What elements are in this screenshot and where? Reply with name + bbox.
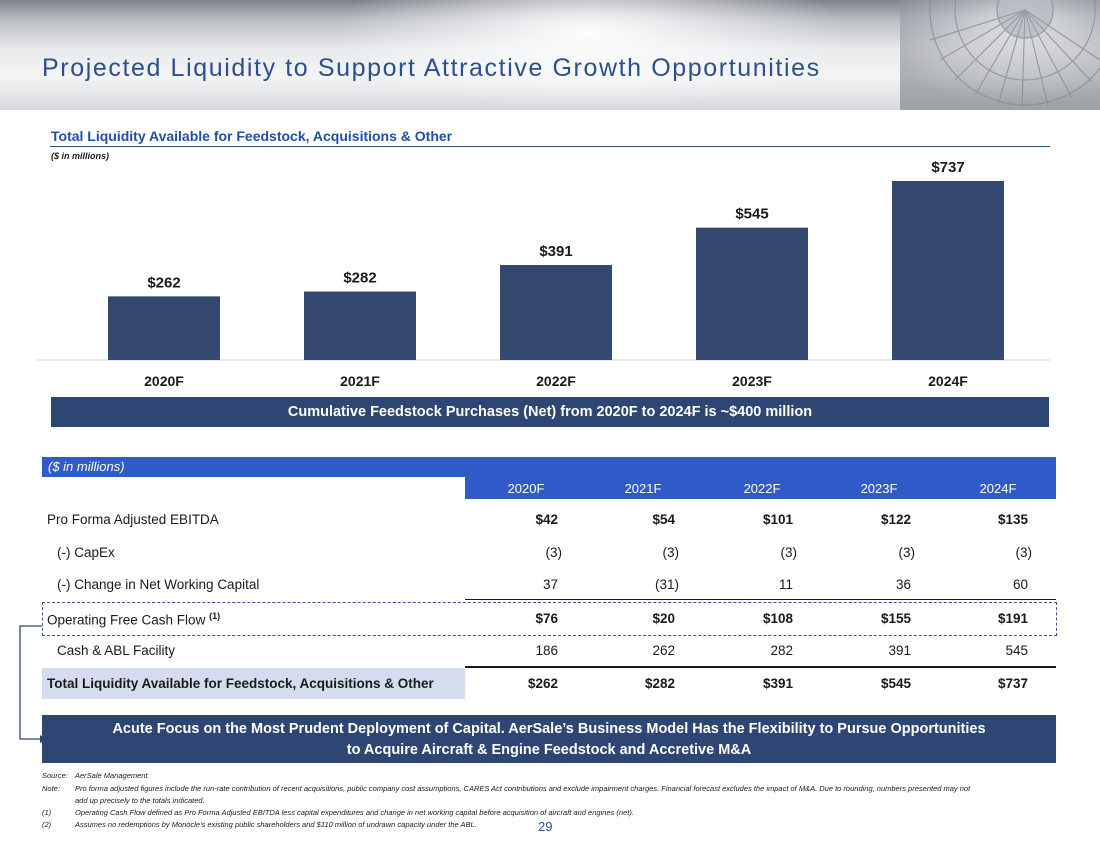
table-cell: 282 (770, 643, 793, 658)
data-label-2023F: $545 (735, 206, 768, 223)
banner-line-2: to Acquire Aircraft & Engine Feedstock a… (346, 742, 752, 758)
footnote-source-tag: Source: (42, 771, 68, 780)
table-cell: $262 (527, 676, 558, 691)
footnote-2-tag: (2) (42, 820, 52, 829)
header-highlight (330, 0, 850, 110)
table-cell: 37 (542, 577, 558, 592)
row-label-capex: (-) CapEx (57, 545, 115, 560)
page-number: 29 (538, 819, 553, 834)
bar-2024F (892, 181, 1004, 360)
table-year-header (465, 477, 1056, 499)
table-cell: $122 (880, 512, 911, 527)
bar-2020F (108, 296, 220, 360)
table-cell: $191 (997, 611, 1028, 626)
year-header-2020: 2020F (507, 481, 545, 496)
table-cell: $391 (762, 676, 793, 691)
footnote-1-text: Operating Cash Flow defined as Pro Forma… (75, 808, 634, 817)
table-cell: (3) (780, 545, 798, 560)
table-header-bar (42, 457, 1056, 477)
footnote-1-tag: (1) (42, 808, 52, 817)
table-cell: $20 (652, 611, 675, 626)
data-label-2020F: $262 (147, 274, 180, 291)
row-label-cash-abl: Cash & ABL Facility (57, 643, 176, 658)
bar-2023F (696, 227, 808, 360)
x-tick-label-2022F: 2022F (536, 373, 576, 389)
table-cell: $737 (997, 676, 1028, 691)
table-cell: $101 (762, 512, 793, 527)
bar-2021F (304, 291, 416, 360)
table-cell: 11 (778, 577, 793, 592)
row-label-ofcf: Operating Free Cash Flow (1) (47, 611, 220, 628)
page-title: Projected Liquidity to Support Attractiv… (42, 54, 821, 82)
row-label-nwc: (-) Change in Net Working Capital (57, 577, 260, 592)
banner-line-1: Acute Focus on the Most Prudent Deployme… (112, 721, 986, 737)
footnote-note-tag: Note: (42, 784, 60, 793)
table-cell: $282 (644, 676, 675, 691)
table-cell: $135 (997, 512, 1028, 527)
bar-2022F (500, 265, 612, 360)
table-cell: (3) (662, 545, 680, 560)
subtotal-rule (465, 599, 1056, 600)
footnote-source-text: AerSale Management. (75, 771, 150, 780)
total-row-label-bg (42, 668, 465, 699)
ofcf-highlight-box (42, 602, 1057, 636)
year-header-2023: 2023F (860, 481, 898, 496)
data-label-2021F: $282 (343, 270, 376, 287)
row-label-total-liquidity: Total Liquidity Available for Feedstock,… (47, 676, 434, 691)
table-cell: $155 (880, 611, 911, 626)
table-cell: 36 (895, 577, 911, 592)
table-cell: 60 (1012, 577, 1028, 592)
header-band: Projected Liquidity to Support Attractiv… (0, 0, 1100, 110)
x-tick-label-2020F: 2020F (144, 373, 184, 389)
x-tick-label-2024F: 2024F (928, 373, 968, 389)
year-header-2022: 2022F (743, 481, 781, 496)
footnote-2-text: Assumes no redemptions by Monocle’s exis… (75, 820, 477, 829)
table-units: ($ in millions) (48, 459, 125, 474)
chart-heading-rule (50, 146, 1050, 147)
table-cell: $108 (762, 611, 793, 626)
footnote-ref-1: (1) (209, 611, 221, 621)
year-header-2024: 2024F (979, 481, 1017, 496)
table-cell: 262 (652, 643, 675, 658)
table-cell: (3) (545, 545, 563, 560)
table-cell: $76 (535, 611, 558, 626)
table-cell: (31) (654, 577, 679, 592)
table-cell: 186 (535, 643, 558, 658)
table-cell: 545 (1005, 643, 1028, 658)
x-tick-label-2023F: 2023F (732, 373, 772, 389)
ofcf-label-text: Operating Free Cash Flow (47, 612, 206, 628)
year-header-2021: 2021F (624, 481, 662, 496)
jet-engine-image (900, 0, 1100, 110)
table-cell: 391 (888, 643, 911, 658)
table-cell: $42 (535, 512, 558, 527)
cumulative-feedstock-banner: Cumulative Feedstock Purchases (Net) fro… (51, 397, 1049, 427)
capital-deployment-banner: Acute Focus on the Most Prudent Deployme… (42, 715, 1056, 763)
table-cell: (3) (898, 545, 916, 560)
chart-units: ($ in millions) (51, 151, 110, 161)
table-cell: $54 (652, 512, 675, 527)
data-label-2022F: $391 (539, 243, 572, 260)
data-label-2024F: $737 (931, 159, 964, 176)
table-cell: (3) (1015, 545, 1033, 560)
chart-heading: Total Liquidity Available for Feedstock,… (51, 128, 453, 144)
x-tick-label-2021F: 2021F (340, 373, 380, 389)
row-label-ebitda: Pro Forma Adjusted EBITDA (47, 512, 219, 527)
footnote-note-text: Pro forma adjusted figures include the r… (75, 784, 971, 793)
table-cell: $545 (880, 676, 911, 691)
footnote-note-continued: add up precisely to the totals indicated… (75, 796, 205, 805)
total-rule (465, 666, 1056, 668)
liquidity-bar-chart: $262 2020F $282 2021F $391 2022F $545 2023F $737… (37, 159, 1050, 389)
